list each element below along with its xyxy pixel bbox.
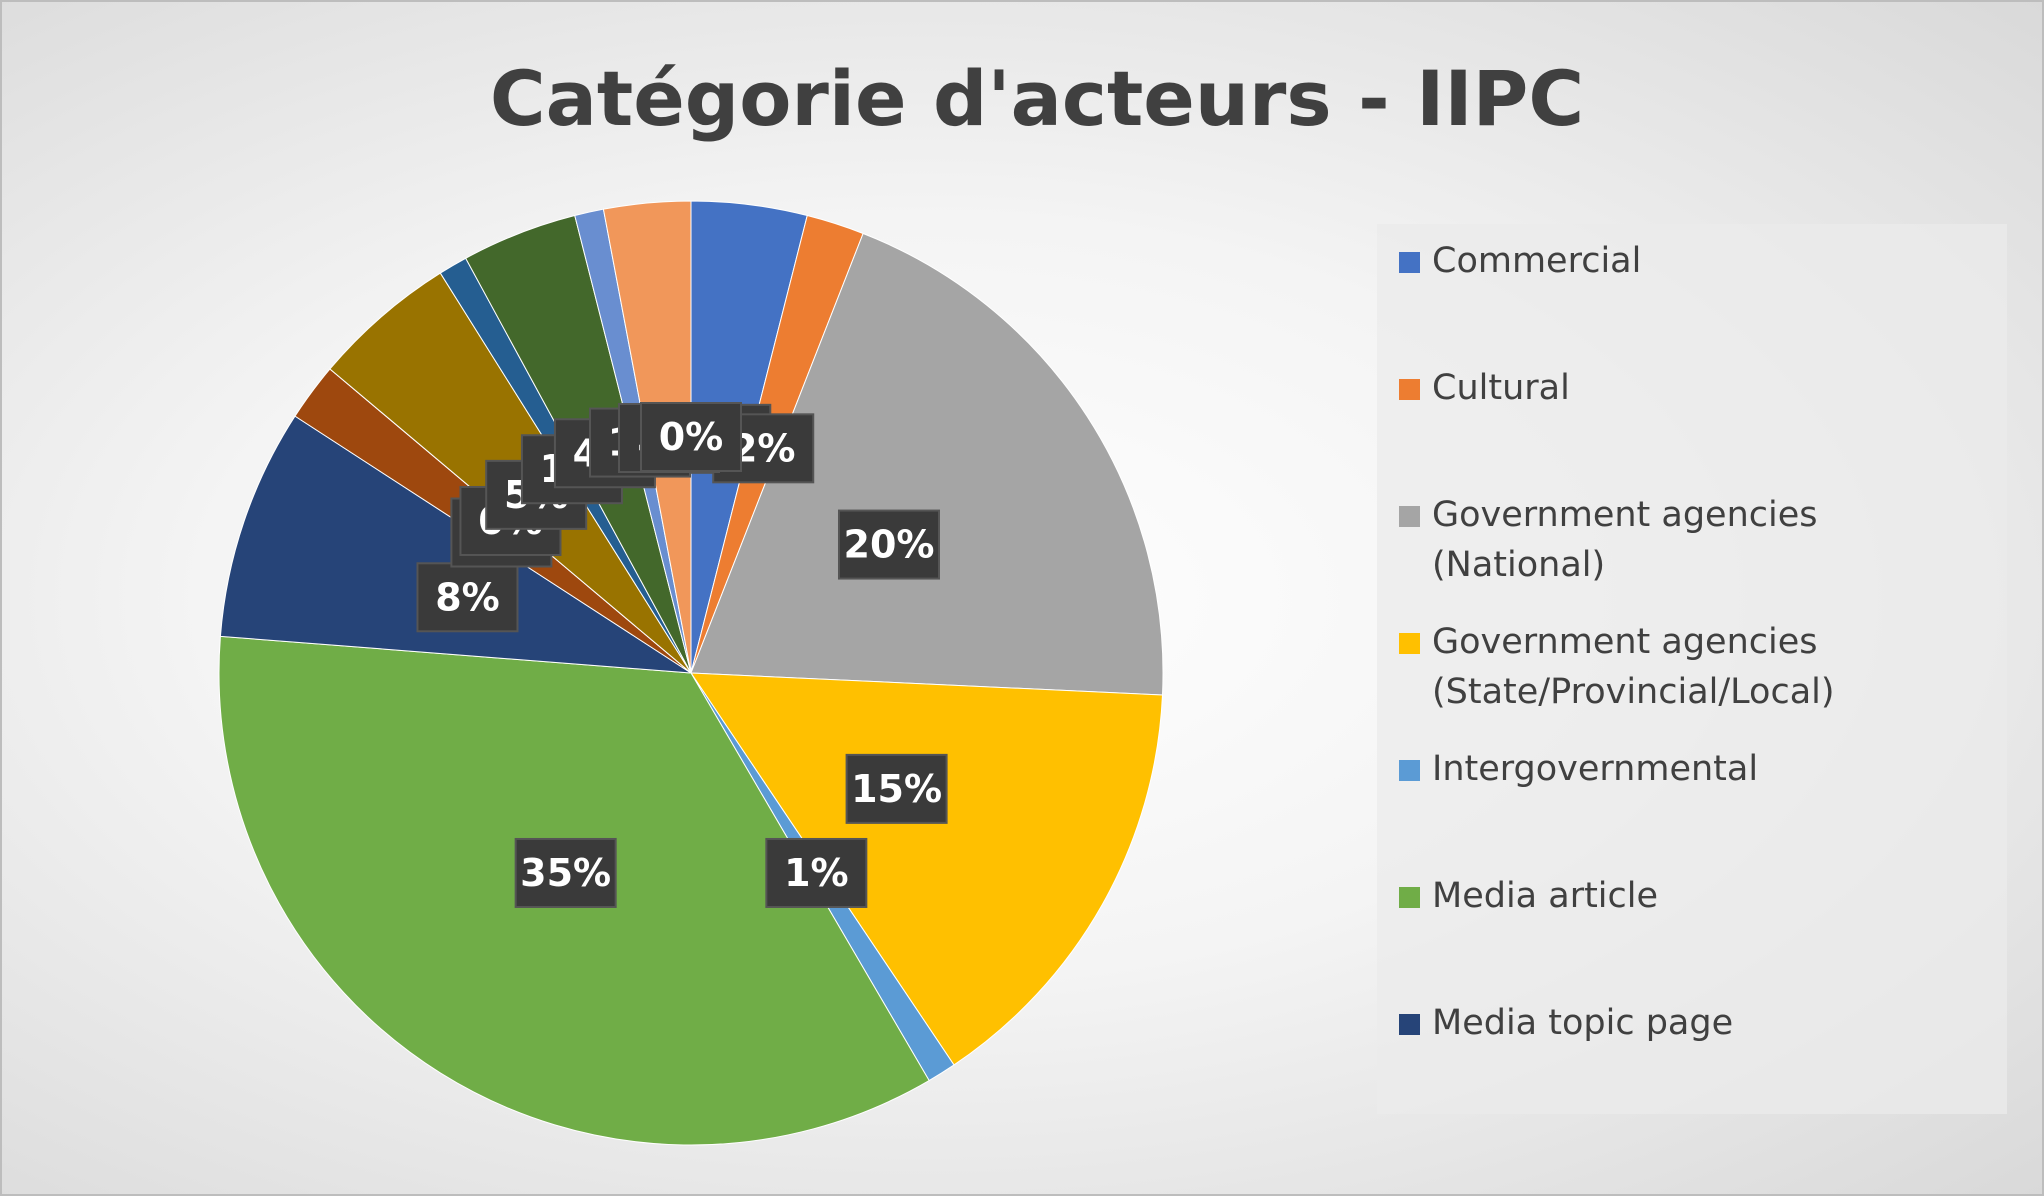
- legend-label: Media article: [1432, 876, 1659, 916]
- legend-swatch: [1399, 379, 1420, 400]
- legend-label: Commercial: [1432, 241, 1642, 281]
- data-label: 1%: [784, 851, 849, 895]
- label-bg: [837, 509, 940, 580]
- data-label: 8%: [435, 575, 500, 619]
- label-bg: [416, 562, 519, 633]
- label-bg: [845, 753, 948, 824]
- legend-item: Government agencies (National): [1399, 490, 1999, 590]
- legend-item: Commercial: [1399, 236, 1999, 286]
- data-label-box: 35%: [514, 837, 617, 908]
- legend-label: Government agencies (State/Provincial/Lo…: [1432, 622, 1835, 712]
- legend-label: Cultural: [1432, 368, 1570, 408]
- legend-swatch: [1399, 1014, 1420, 1035]
- data-label-box: 20%: [837, 509, 940, 580]
- legend: Commercial Cultural Government agencies (N…: [1377, 224, 2007, 1114]
- label-bg: [640, 402, 742, 472]
- data-label-box: 15%: [845, 753, 948, 824]
- legend-item: Government agencies (State/Provincial/Lo…: [1399, 617, 1999, 717]
- pie-slice: [690, 232, 1164, 696]
- data-label: 0%: [659, 415, 724, 459]
- chart-title: Catégorie d'acteurs - IIPC: [489, 54, 1585, 143]
- legend-swatch: [1399, 887, 1420, 908]
- data-label-box: 0%: [640, 402, 742, 472]
- label-bg: [514, 837, 617, 908]
- legend-item: Media article: [1399, 871, 1999, 921]
- legend-item: Cultural: [1399, 363, 1999, 413]
- label-bg: [765, 837, 868, 908]
- data-label: 35%: [520, 851, 611, 895]
- legend-label: Intergovernmental: [1432, 749, 1759, 789]
- legend-label: Media topic page: [1432, 1003, 1734, 1043]
- legend-swatch: [1399, 760, 1420, 781]
- data-label: 15%: [851, 767, 942, 811]
- pie-slice: [690, 672, 1164, 1066]
- legend-label: Government agencies (National): [1432, 495, 1818, 585]
- data-label-box: 8%: [416, 562, 519, 633]
- legend-item: Intergovernmental: [1399, 744, 1999, 794]
- legend-swatch: [1399, 633, 1420, 654]
- data-label-box: 1%: [765, 837, 868, 908]
- data-label: 20%: [844, 523, 935, 567]
- legend-swatch: [1399, 506, 1420, 527]
- legend-swatch: [1399, 252, 1420, 273]
- legend-item: Media topic page: [1399, 998, 1999, 1048]
